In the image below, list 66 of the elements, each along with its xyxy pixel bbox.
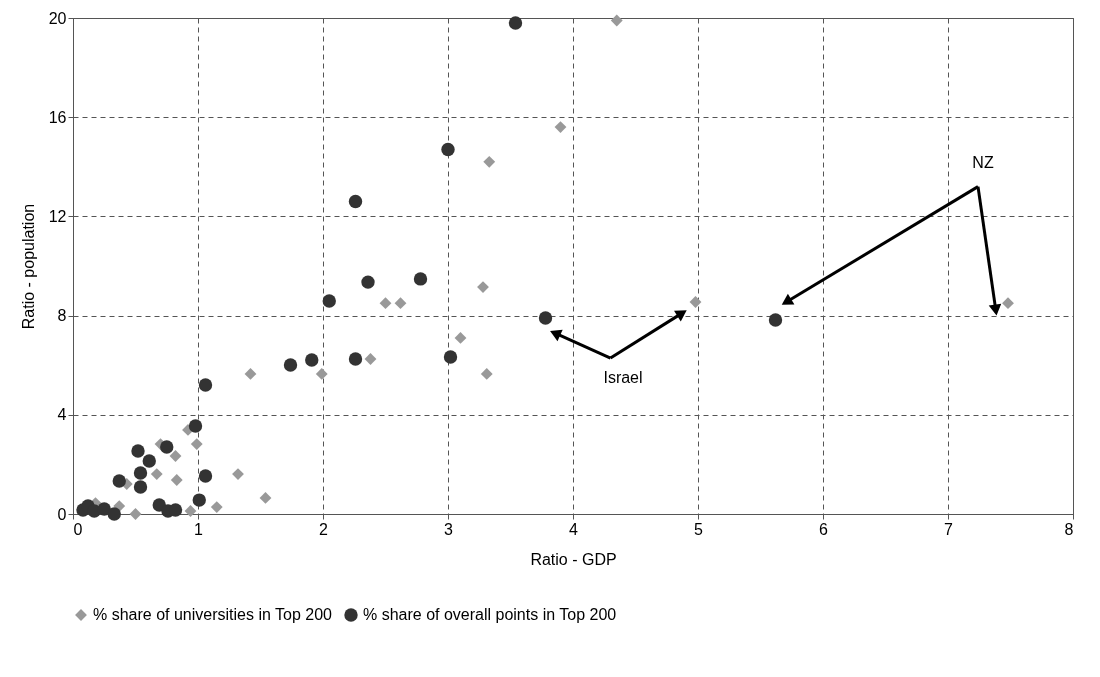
point [454, 332, 467, 344]
point [210, 501, 223, 513]
point [480, 367, 493, 380]
point [259, 491, 272, 504]
point [244, 367, 257, 380]
x-tick-label: 8 [1064, 520, 1074, 538]
point [610, 14, 623, 27]
point [97, 502, 111, 516]
point [379, 297, 392, 310]
legend-label: % share of universities in Top 200 [93, 606, 333, 623]
point [160, 440, 174, 454]
x-tick-label: 4 [569, 520, 579, 538]
point [364, 353, 377, 365]
point [1002, 297, 1014, 310]
y-axis-title: Ratio - population [19, 203, 37, 330]
annotation: Israel [603, 368, 643, 386]
point [133, 480, 148, 494]
x-tick-label: 3 [444, 520, 454, 538]
point [133, 466, 148, 480]
y-tick-label: 12 [48, 207, 67, 225]
point [768, 313, 783, 327]
point [441, 142, 455, 157]
point [508, 16, 523, 30]
point [483, 155, 496, 168]
point [443, 350, 458, 364]
point [283, 358, 298, 372]
point [192, 493, 206, 507]
point [322, 294, 336, 308]
annotation: NZ [972, 154, 994, 172]
point [129, 508, 142, 520]
point [169, 450, 182, 462]
legend-label: % share of overall points in Top 200 [363, 606, 617, 623]
point [131, 444, 145, 458]
point [107, 507, 121, 521]
y-tick-label: 8 [57, 307, 67, 325]
point [150, 468, 163, 480]
point [361, 275, 375, 289]
point [413, 272, 428, 286]
x-tick-label: 2 [319, 520, 329, 538]
y-tick-label: 4 [57, 406, 67, 424]
point [184, 505, 197, 517]
point [689, 296, 702, 308]
point [113, 500, 126, 512]
point [348, 194, 363, 209]
point [554, 121, 567, 134]
y-tick-label: 0 [57, 505, 67, 523]
point [188, 419, 203, 433]
point [170, 474, 183, 486]
y-tick-label: 20 [48, 9, 67, 27]
point [305, 353, 319, 367]
point [348, 352, 363, 366]
point [198, 378, 213, 392]
point [142, 454, 156, 468]
point [538, 311, 553, 325]
point [394, 297, 407, 310]
point [198, 469, 213, 483]
x-tick-label: 1 [194, 520, 204, 538]
x-tick-label: 0 [73, 520, 83, 538]
y-tick-label: 16 [48, 108, 67, 126]
x-tick-label: 6 [819, 520, 829, 538]
point [112, 474, 126, 488]
x-tick-label: 7 [944, 520, 954, 538]
point [315, 367, 328, 380]
x-axis-title: Ratio - GDP [530, 550, 617, 568]
x-tick-label: 5 [694, 520, 704, 538]
point [190, 438, 203, 450]
